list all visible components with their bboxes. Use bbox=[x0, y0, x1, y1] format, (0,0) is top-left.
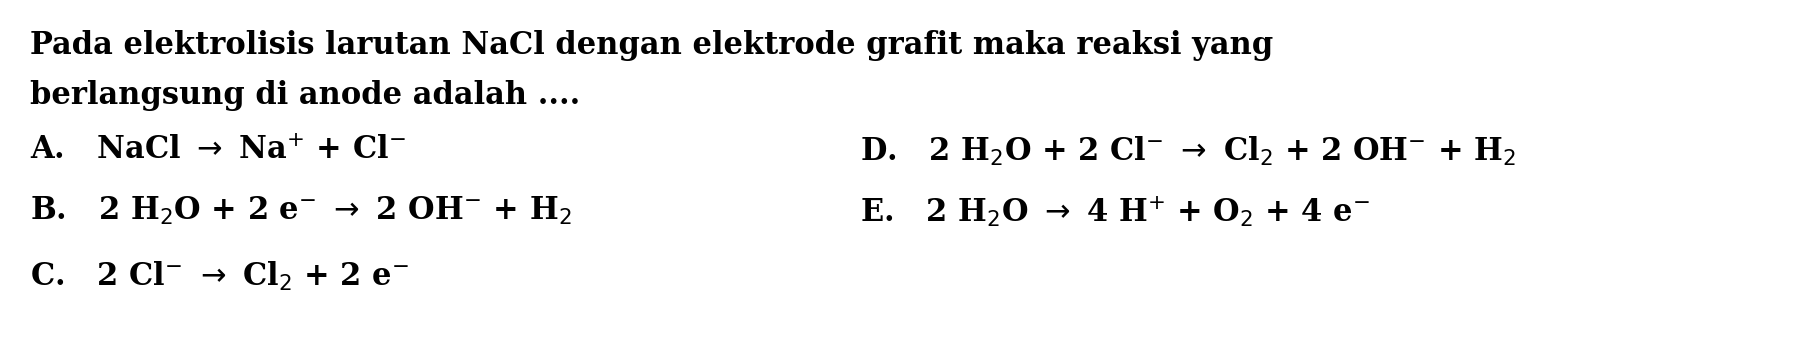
Text: B.   2 H$_{2}$O + 2 e$^{-}$ $\rightarrow$ 2 OH$^{-}$ + H$_{2}$: B. 2 H$_{2}$O + 2 e$^{-}$ $\rightarrow$ … bbox=[30, 195, 572, 227]
Text: D.   2 H$_{2}$O + 2 Cl$^{-}$ $\rightarrow$ Cl$_{2}$ + 2 OH$^{-}$ + H$_{2}$: D. 2 H$_{2}$O + 2 Cl$^{-}$ $\rightarrow$… bbox=[861, 135, 1517, 168]
Text: Pada elektrolisis larutan NaCl dengan elektrode grafit maka reaksi yang: Pada elektrolisis larutan NaCl dengan el… bbox=[30, 30, 1273, 61]
Text: C.   2 Cl$^{-}$ $\rightarrow$ Cl$_{2}$ + 2 e$^{-}$: C. 2 Cl$^{-}$ $\rightarrow$ Cl$_{2}$ + 2… bbox=[30, 260, 409, 293]
Text: E.   2 H$_{2}$O $\rightarrow$ 4 H$^{+}$ + O$_{2}$ + 4 e$^{-}$: E. 2 H$_{2}$O $\rightarrow$ 4 H$^{+}$ + … bbox=[861, 195, 1370, 229]
Text: A.   NaCl $\rightarrow$ Na$^{+}$ + Cl$^{-}$: A. NaCl $\rightarrow$ Na$^{+}$ + Cl$^{-}… bbox=[30, 135, 405, 166]
Text: berlangsung di anode adalah ....: berlangsung di anode adalah .... bbox=[30, 80, 581, 111]
